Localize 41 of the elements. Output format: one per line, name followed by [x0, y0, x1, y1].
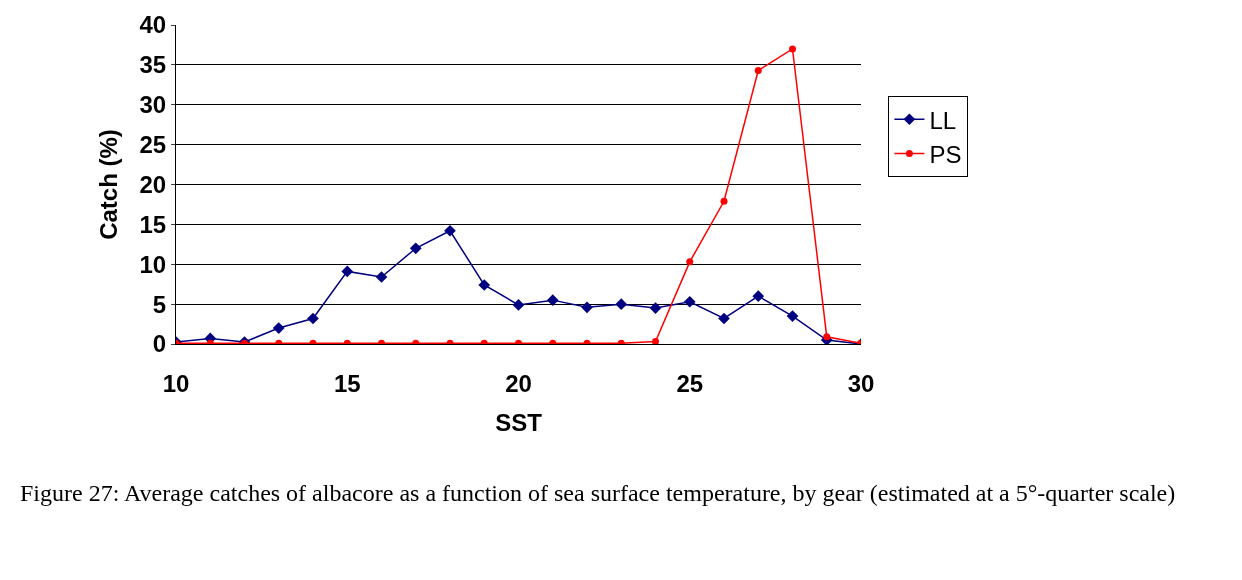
point	[409, 242, 422, 255]
point	[786, 310, 799, 322]
x-tick-label: 30	[847, 369, 875, 397]
point	[686, 258, 694, 266]
y-tick-label: 0	[152, 330, 167, 358]
x-tick-label: 20	[505, 369, 532, 397]
caption: Figure 27: Average catches of albacore as a function of sea surface temperature, by gear (estimated at a 5°-quarter scale)	[20, 480, 1176, 506]
point	[375, 271, 388, 283]
point	[341, 265, 354, 278]
point	[754, 66, 762, 74]
legend-label: PS	[929, 140, 962, 168]
y-tick-label: 30	[139, 91, 167, 119]
point	[478, 279, 491, 291]
point	[615, 298, 628, 310]
point	[444, 224, 456, 237]
x-tick-label: 15	[333, 369, 361, 397]
y-tick-label: 10	[139, 250, 167, 278]
point	[307, 312, 319, 325]
point	[652, 338, 659, 344]
x-axis-title: SST	[495, 409, 543, 437]
point	[378, 339, 385, 344]
point	[649, 302, 662, 314]
y-tick-label: 20	[139, 170, 167, 198]
point	[683, 295, 696, 308]
point	[720, 197, 728, 205]
point	[718, 312, 730, 325]
y-tick-label: 5	[152, 290, 167, 318]
y-tick-label: 25	[139, 131, 167, 159]
point	[789, 45, 796, 53]
point	[272, 322, 285, 334]
y-tick-label: 40	[139, 11, 167, 39]
point	[512, 299, 525, 311]
y-tick-label: 15	[139, 210, 167, 238]
legend-label: LL	[929, 106, 957, 134]
y-axis-title: Catch (%)	[94, 129, 122, 240]
point	[752, 290, 765, 302]
x-tick-label: 25	[676, 369, 704, 397]
point	[515, 339, 522, 344]
y-tick-label: 35	[139, 51, 167, 79]
point	[546, 294, 559, 306]
point	[581, 301, 593, 314]
